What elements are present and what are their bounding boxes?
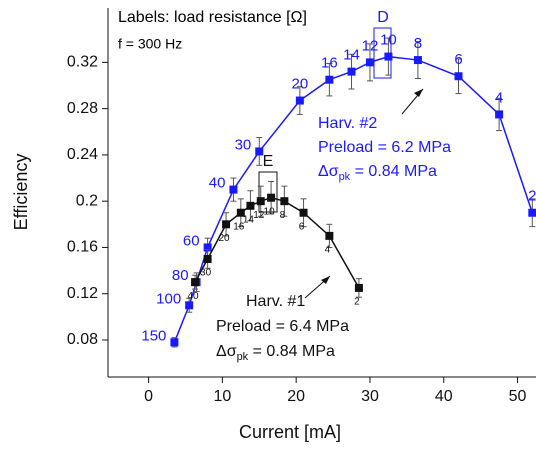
x-tick-label: 20 (287, 388, 305, 405)
point-label: 16 (233, 221, 245, 232)
annotation: Δσpk = 0.84 MPa (216, 343, 335, 363)
sigma-rest: = 0.84 MPa (350, 163, 437, 180)
marker (413, 56, 422, 65)
marker (170, 338, 179, 347)
frequency-note: f = 300 Hz (118, 36, 182, 52)
point-label: 16 (321, 55, 338, 72)
marker (280, 197, 289, 206)
labels-note: Labels: load resistance [Ω] (118, 9, 307, 26)
point-label: 20 (219, 233, 231, 244)
x-tick-label: 40 (435, 388, 453, 405)
x-axis-title: Current [mA] (239, 422, 341, 442)
subscript: pk (339, 171, 351, 183)
point-label: 14 (243, 214, 255, 225)
y-tick-label: 0.08 (67, 331, 98, 348)
point-label: 6 (454, 51, 462, 68)
x-tick-label: 30 (361, 388, 379, 405)
box-label: D (377, 9, 389, 26)
point-label: 2 (354, 297, 360, 308)
marker (347, 67, 356, 76)
y-tick-label: 0.32 (67, 54, 98, 71)
arrow-head (414, 89, 423, 97)
marker (365, 58, 374, 67)
annotation: Harv. #2 (318, 115, 377, 132)
point-label: 4 (495, 89, 503, 106)
subscript: pk (237, 351, 249, 363)
point-label: 100 (156, 290, 181, 307)
sigma-rest: = 0.84 MPa (248, 343, 335, 360)
point-label: 2 (528, 188, 536, 205)
marker (229, 185, 238, 194)
x-tick-label: 10 (213, 388, 231, 405)
marker (236, 208, 245, 217)
marker (255, 147, 264, 156)
marker (267, 193, 276, 202)
sigma-symbol: Δσ (318, 163, 339, 180)
marker (528, 208, 536, 217)
marker (256, 197, 265, 206)
point-label: 12 (253, 210, 265, 221)
marker (295, 96, 304, 105)
x-tick-label: 50 (509, 388, 527, 405)
annotation: Δσpk = 0.84 MPa (318, 163, 437, 183)
point-label: 80 (172, 267, 189, 284)
marker (246, 201, 255, 210)
box-e (258, 171, 278, 213)
y-tick-label: 0.28 (67, 100, 98, 117)
marker (384, 52, 393, 61)
point-label: 12 (362, 37, 379, 54)
point-label: 30 (200, 268, 212, 279)
marker (299, 208, 308, 217)
y-tick-label: 0.16 (67, 239, 98, 256)
marker (203, 255, 212, 264)
point-label: 20 (292, 76, 309, 93)
point-label: 8 (280, 210, 286, 221)
y-axis-title: Efficiency (11, 154, 31, 231)
point-label: 40 (188, 291, 200, 302)
annotation: Preload = 6.2 MPa (318, 139, 451, 156)
marker (325, 231, 334, 240)
marker (203, 243, 212, 252)
marker (454, 72, 463, 81)
point-label: 10 (380, 32, 397, 49)
point-label: 150 (141, 327, 166, 344)
marker (191, 278, 200, 287)
arrow-head (321, 276, 330, 284)
x-tick-label: 0 (144, 388, 153, 405)
y-tick-label: 0.2 (76, 192, 98, 209)
point-label: 10 (264, 206, 276, 217)
point-label: 8 (414, 35, 422, 52)
point-label: 14 (343, 47, 360, 64)
point-label: 6 (299, 221, 305, 232)
marker (354, 283, 363, 292)
point-label: 60 (183, 232, 200, 249)
y-tick-label: 0.12 (67, 285, 98, 302)
sigma-symbol: Δσ (216, 343, 237, 360)
marker (495, 110, 504, 119)
y-tick-label: 0.24 (67, 146, 98, 163)
marker (185, 301, 194, 310)
marker (325, 75, 334, 84)
point-label: 40 (209, 175, 226, 192)
marker (222, 220, 231, 229)
box-label: E (263, 153, 274, 170)
point-label: 4 (325, 245, 331, 256)
annotation: Preload = 6.4 MPa (216, 318, 349, 335)
annotation: Harv. #1 (246, 293, 305, 310)
point-label: 30 (235, 136, 252, 153)
